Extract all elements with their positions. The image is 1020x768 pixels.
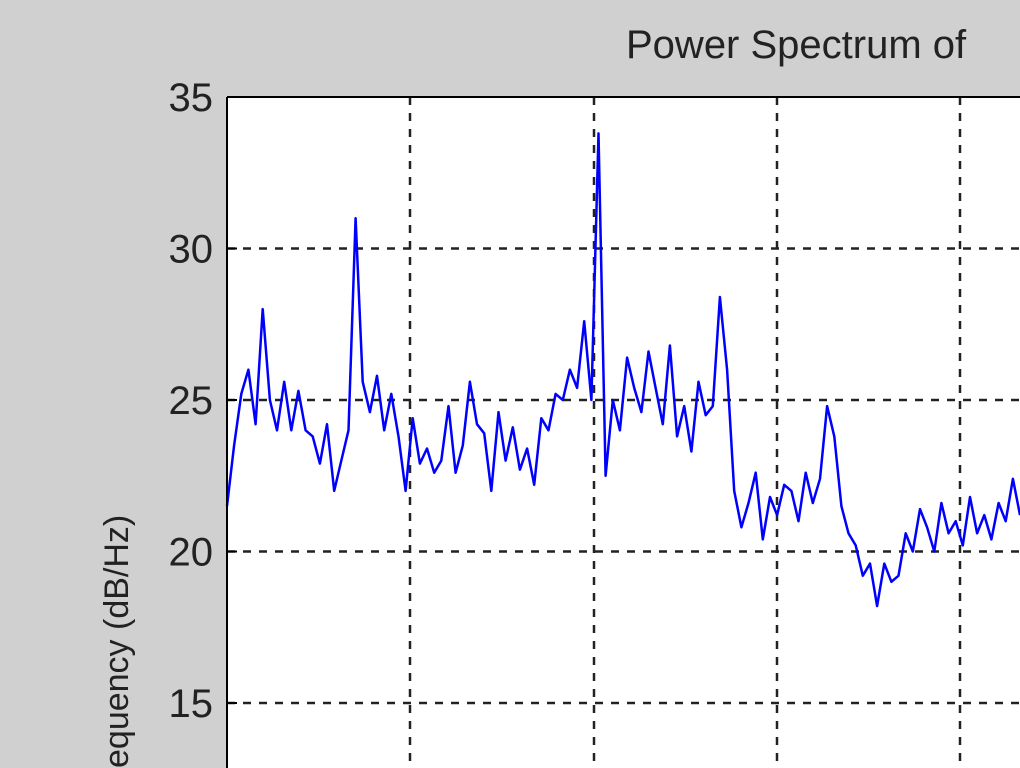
y-tick-label: 15 <box>169 682 214 726</box>
y-axis-label: equency (dB/Hz) <box>98 515 136 768</box>
y-tick-labels: 35 30 25 20 15 <box>169 76 214 726</box>
y-tick-label: 25 <box>169 379 214 423</box>
chart-title: Power Spectrum of <box>626 23 967 67</box>
y-tick-label: 20 <box>169 531 214 575</box>
plot-area <box>227 97 1020 768</box>
y-tick-label: 30 <box>169 228 214 272</box>
y-tick-label: 35 <box>169 76 214 120</box>
